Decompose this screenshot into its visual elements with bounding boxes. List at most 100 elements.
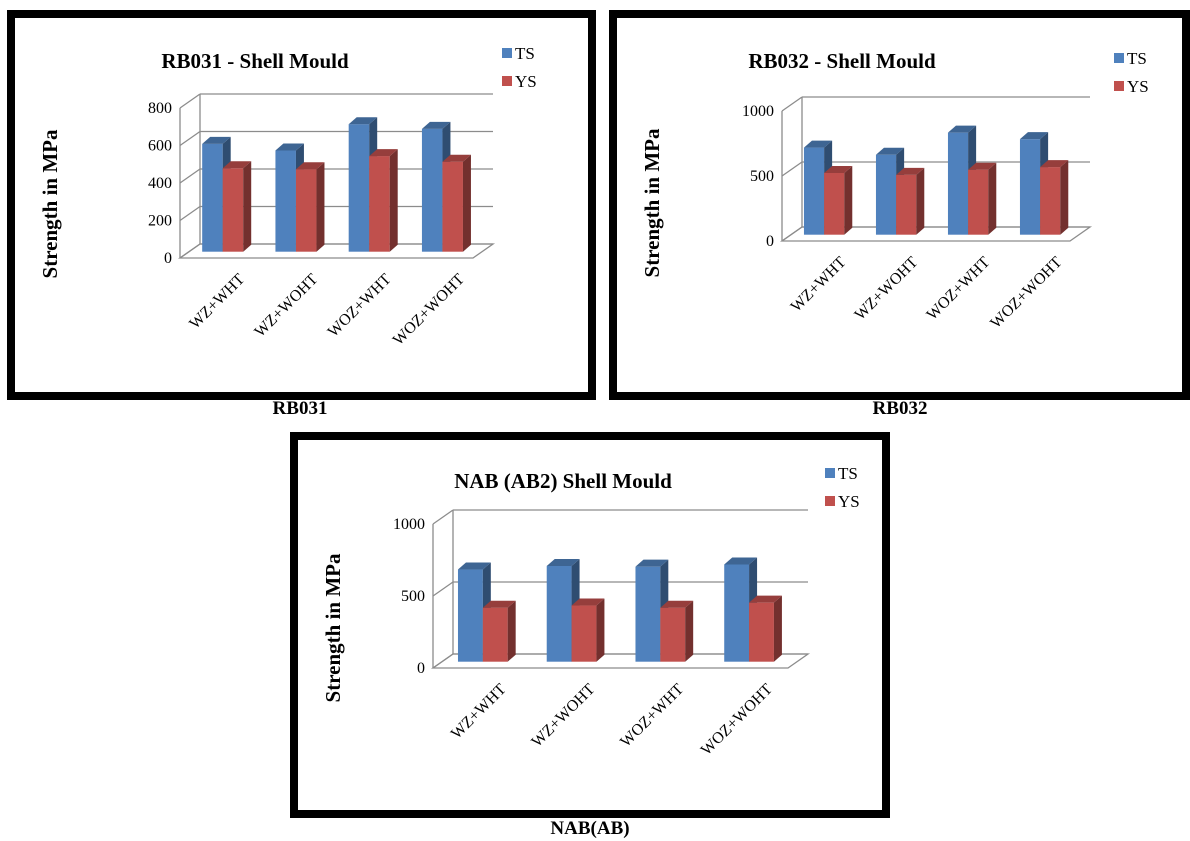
legend-label-ys: YS bbox=[515, 72, 537, 91]
bar-side bbox=[243, 161, 252, 252]
bar-ys-1 bbox=[571, 598, 605, 662]
chart-title: RB032 - Shell Mould bbox=[748, 49, 936, 73]
bar-top bbox=[875, 147, 905, 155]
legend-label-ys: YS bbox=[1127, 77, 1149, 96]
legend-swatch-ts bbox=[1114, 53, 1124, 63]
bar-ys-3 bbox=[749, 595, 782, 662]
bar-front bbox=[1040, 167, 1061, 235]
legend-swatch-ys bbox=[825, 496, 835, 506]
y-tick-label: 0 bbox=[417, 660, 425, 677]
y-tick-label: 0 bbox=[766, 233, 774, 250]
y-tick-label: 1000 bbox=[742, 103, 774, 120]
bar-top bbox=[968, 162, 997, 170]
bar-ys-2 bbox=[369, 149, 398, 252]
x-tick-label: WZ+WOHT bbox=[852, 254, 922, 324]
y-tick-label: 600 bbox=[148, 138, 172, 155]
chart-rb031: RB031 - Shell Mould Strength in MPa 0 200 40… bbox=[38, 44, 537, 349]
bar-front bbox=[635, 566, 661, 662]
bar-front bbox=[896, 174, 917, 235]
bar-side bbox=[916, 167, 925, 235]
x-tick-label: WOZ+WHT bbox=[325, 271, 395, 341]
chart-rb032: RB032 - Shell Mould Strength in MPa 0 500 10… bbox=[640, 49, 1149, 332]
bar-front bbox=[442, 161, 463, 252]
bar-side bbox=[988, 162, 997, 235]
bar-top bbox=[571, 598, 605, 606]
chart-nab: NAB (AB2) Shell Mould Strength in MPa 0 500… bbox=[321, 464, 860, 759]
x-tick-label: WZ+WHT bbox=[448, 681, 510, 743]
bar-front bbox=[968, 169, 989, 235]
bar-side bbox=[596, 598, 605, 662]
bar-top bbox=[1019, 132, 1049, 140]
bar-front bbox=[482, 607, 508, 662]
y-tick-label: 500 bbox=[750, 168, 774, 185]
chart-title: NAB (AB2) Shell Mould bbox=[454, 469, 672, 493]
bar-top bbox=[546, 558, 580, 566]
legend-label-ts: TS bbox=[838, 464, 858, 483]
bar-ys-0 bbox=[482, 600, 516, 662]
legend-swatch-ys bbox=[1114, 81, 1124, 91]
legend-label-ts: TS bbox=[1127, 49, 1147, 68]
bar-top bbox=[457, 562, 491, 570]
bar-front bbox=[824, 172, 845, 235]
caption-rb031: RB031 bbox=[272, 398, 328, 419]
gridline-side bbox=[179, 168, 201, 184]
chart-floor bbox=[430, 653, 811, 669]
bar-front bbox=[546, 565, 572, 662]
bar-side bbox=[316, 162, 325, 252]
bar-side bbox=[507, 600, 516, 662]
bar-front bbox=[749, 602, 774, 662]
bar-side bbox=[462, 154, 471, 252]
gridline-side bbox=[432, 509, 454, 525]
bar-front bbox=[803, 147, 825, 235]
chart-floor bbox=[779, 226, 1093, 242]
bar-top bbox=[348, 117, 378, 125]
bar-top bbox=[222, 161, 252, 169]
bar-ys-2 bbox=[968, 162, 997, 235]
bar-ys-1 bbox=[295, 162, 325, 252]
caption-nab: NAB(AB) bbox=[550, 818, 630, 839]
gridline-side bbox=[179, 93, 201, 109]
bar-ys-0 bbox=[222, 161, 252, 252]
y-axis-label: Strength in MPa bbox=[640, 128, 664, 277]
bar-top bbox=[442, 154, 471, 162]
y-tick-label: 500 bbox=[401, 588, 425, 605]
y-tick-label: 800 bbox=[148, 100, 172, 117]
chart-floor bbox=[177, 243, 496, 259]
legend-swatch-ys bbox=[502, 76, 512, 86]
chart-title: RB031 - Shell Mould bbox=[161, 49, 349, 73]
gridline-side bbox=[781, 96, 803, 112]
bar-front bbox=[457, 569, 483, 662]
bar-front bbox=[348, 124, 370, 252]
bar-top bbox=[295, 162, 325, 170]
bar-top bbox=[947, 125, 977, 133]
x-tick-label: WZ+WHT bbox=[186, 271, 248, 333]
bar-top bbox=[202, 136, 231, 144]
y-tick-label: 0 bbox=[164, 250, 172, 267]
bar-front bbox=[202, 143, 223, 252]
bar-front bbox=[724, 564, 750, 662]
bar-top bbox=[660, 600, 694, 608]
bar-front bbox=[1019, 139, 1041, 235]
legend-label-ys: YS bbox=[838, 492, 860, 511]
bar-front bbox=[875, 154, 897, 235]
bar-side bbox=[844, 165, 853, 235]
legend-label-ts: TS bbox=[515, 44, 535, 63]
y-tick-label: 1000 bbox=[393, 516, 425, 533]
chart-panel-rb031: RB031 - Shell Mould Strength in MPa 0 200 40… bbox=[7, 10, 596, 400]
bar-ys-0 bbox=[824, 165, 853, 235]
chart-panel-rb032: RB032 - Shell Mould Strength in MPa 0 500 10… bbox=[609, 10, 1190, 400]
bar-top bbox=[824, 165, 853, 173]
bar-top bbox=[1040, 160, 1069, 168]
bar-side bbox=[1060, 160, 1069, 235]
bar-top bbox=[803, 140, 833, 148]
bar-front bbox=[571, 605, 597, 662]
bar-top bbox=[896, 167, 925, 175]
legend-swatch-ts bbox=[825, 468, 835, 478]
bar-top bbox=[369, 149, 398, 157]
y-axis-label: Strength in MPa bbox=[38, 129, 62, 278]
bar-side bbox=[389, 149, 398, 252]
caption-rb032: RB032 bbox=[872, 398, 928, 419]
bar-ys-2 bbox=[660, 600, 694, 662]
gridline-side bbox=[179, 130, 201, 147]
bar-top bbox=[421, 121, 451, 129]
